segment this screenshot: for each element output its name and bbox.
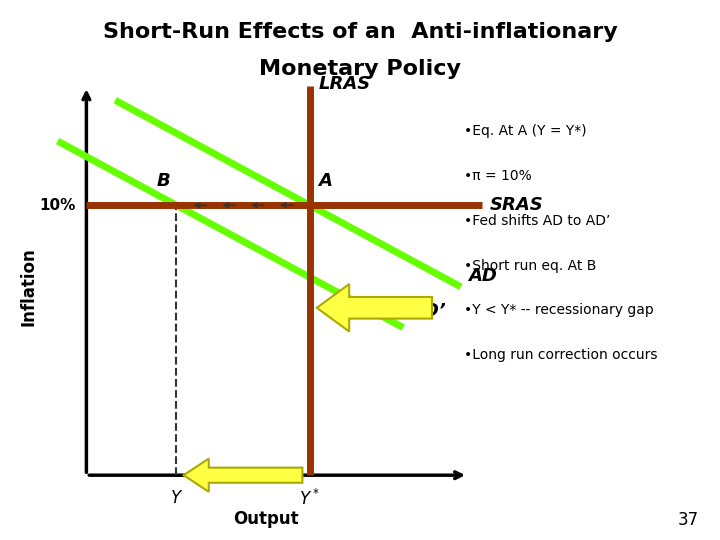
Text: •Eq. At A (Y = Y*): •Eq. At A (Y = Y*) xyxy=(464,124,587,138)
Text: •π = 10%: •π = 10% xyxy=(464,169,532,183)
Text: •Long run correction occurs: •Long run correction occurs xyxy=(464,348,658,362)
Text: A: A xyxy=(318,172,332,190)
Text: 37: 37 xyxy=(678,511,698,529)
Text: $Y^*$: $Y^*$ xyxy=(299,489,320,509)
FancyArrow shape xyxy=(317,284,432,332)
Text: B: B xyxy=(157,172,171,190)
Text: Output: Output xyxy=(233,510,300,528)
Text: Short-Run Effects of an  Anti-inflationary: Short-Run Effects of an Anti-inflationar… xyxy=(103,22,617,42)
Text: •Y < Y* -- recessionary gap: •Y < Y* -- recessionary gap xyxy=(464,303,654,318)
Text: •Fed shifts AD to AD’: •Fed shifts AD to AD’ xyxy=(464,214,611,228)
Text: Monetary Policy: Monetary Policy xyxy=(259,59,461,79)
Text: AD’: AD’ xyxy=(410,302,446,320)
Text: Inflation: Inflation xyxy=(19,247,37,326)
Text: LRAS: LRAS xyxy=(318,75,371,93)
Text: SRAS: SRAS xyxy=(490,196,544,214)
Text: 10%: 10% xyxy=(39,198,76,213)
FancyArrow shape xyxy=(184,458,302,492)
Text: AD: AD xyxy=(468,267,497,285)
Text: •Short run eq. At B: •Short run eq. At B xyxy=(464,259,597,273)
Text: $Y$: $Y$ xyxy=(170,489,183,507)
